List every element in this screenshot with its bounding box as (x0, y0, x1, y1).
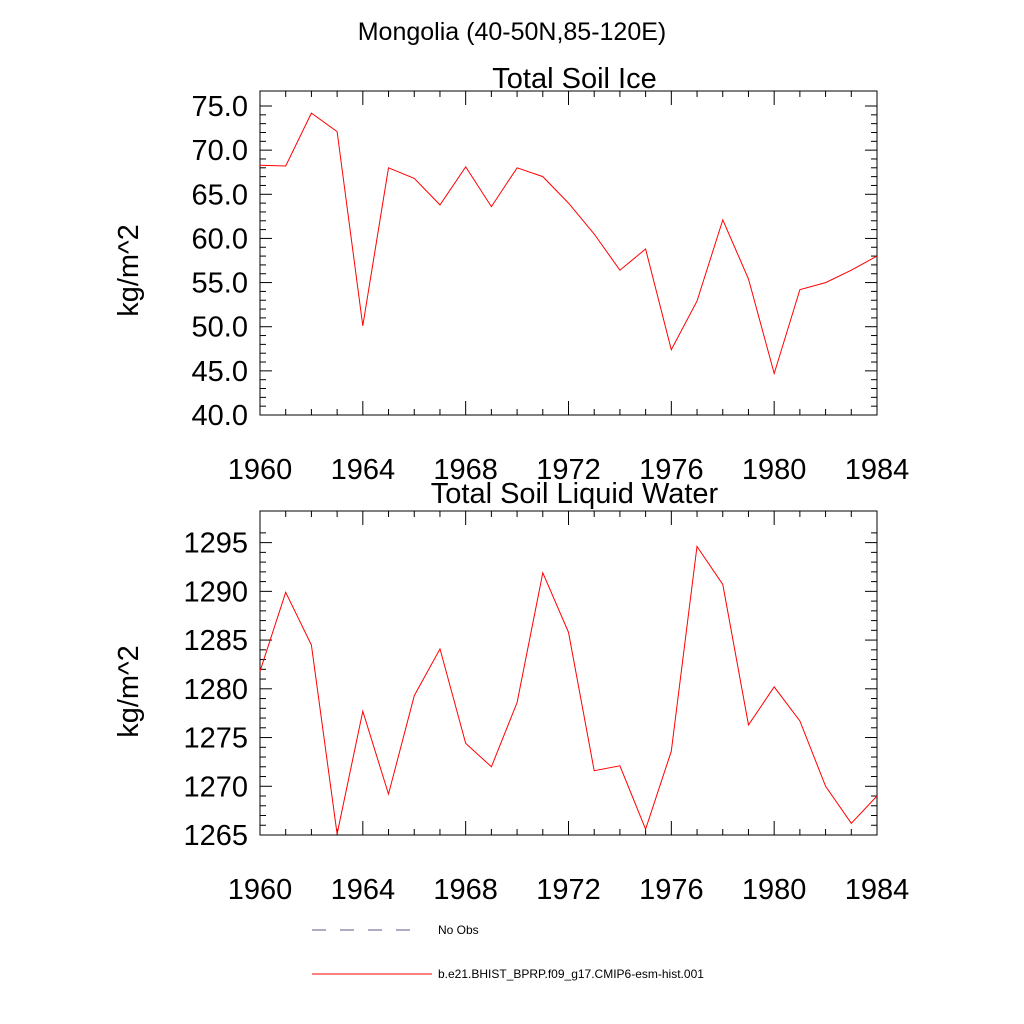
data-point (285, 592, 286, 593)
legend: No Obs b.e21.BHIST_BPRP.f09_g17.CMIP6-es… (312, 923, 704, 981)
data-point (259, 165, 260, 166)
data-point (799, 289, 800, 290)
data-point (696, 546, 697, 547)
x-tick-label: 1980 (742, 454, 807, 486)
data-point (285, 165, 286, 166)
data-point (722, 219, 723, 220)
data-point (542, 572, 543, 573)
data-point (748, 278, 749, 279)
x-tick-label: 1976 (639, 454, 704, 486)
data-point (876, 795, 877, 796)
data-point (311, 112, 312, 113)
data-point (825, 282, 826, 283)
y-tick-label: 1290 (183, 576, 248, 608)
legend-obs-label: No Obs (438, 923, 479, 937)
x-tick-label: 1960 (228, 454, 293, 486)
y-axis-label: kg/m^2 (113, 645, 145, 738)
data-point (594, 770, 595, 771)
y-tick-label: 1280 (183, 674, 248, 706)
y-tick-label: 1270 (183, 771, 248, 803)
x-tick-label: 1984 (845, 454, 910, 486)
x-tick-label: 1972 (536, 874, 601, 906)
data-point (851, 823, 852, 824)
data-point (465, 166, 466, 167)
data-point (799, 720, 800, 721)
y-tick-label: 1295 (183, 528, 248, 560)
x-tick-label: 1968 (433, 454, 498, 486)
data-point (388, 167, 389, 168)
data-point (645, 829, 646, 830)
data-point (594, 233, 595, 234)
data-point (568, 203, 569, 204)
data-point (722, 584, 723, 585)
series-line (259, 545, 878, 835)
data-point (542, 176, 543, 177)
data-point (465, 743, 466, 744)
y-tick-label: 65.0 (192, 179, 248, 211)
y-axis-label: kg/m^2 (113, 224, 145, 317)
legend-model-label: b.e21.BHIST_BPRP.f09_g17.CMIP6-esm-hist.… (438, 967, 704, 981)
data-point (774, 686, 775, 687)
data-point (671, 751, 672, 752)
data-point (491, 766, 492, 767)
series-line (259, 112, 878, 376)
x-tick-label: 1964 (331, 874, 396, 906)
y-tick-label: 40.0 (192, 400, 248, 432)
chart-title: Total Soil Liquid Water (431, 478, 719, 510)
plot-frame (259, 510, 878, 836)
y-tick-label: 55.0 (192, 268, 248, 300)
data-point (516, 167, 517, 168)
data-point (671, 349, 672, 350)
y-tick-label: 1275 (183, 723, 248, 755)
data-point (337, 833, 338, 834)
x-tick-label: 1972 (536, 454, 601, 486)
data-point (388, 793, 389, 794)
data-point (619, 765, 620, 766)
data-point (568, 632, 569, 633)
data-point (645, 248, 646, 249)
data-point (491, 206, 492, 207)
y-tick-label: 1285 (183, 625, 248, 657)
data-point (439, 648, 440, 649)
data-point (876, 255, 877, 256)
y-tick-label: 75.0 (192, 91, 248, 123)
data-point (337, 131, 338, 132)
x-tick-label: 1960 (228, 874, 293, 906)
data-point (825, 786, 826, 787)
y-tick-label: 70.0 (192, 135, 248, 167)
x-tick-label: 1964 (331, 454, 396, 486)
x-tick-label: 1984 (845, 874, 910, 906)
data-point (362, 711, 363, 712)
y-tick-label: 60.0 (192, 223, 248, 255)
data-point (362, 325, 363, 326)
data-point (259, 671, 260, 672)
data-point (774, 373, 775, 374)
x-tick-label: 1976 (639, 874, 704, 906)
y-tick-label: 45.0 (192, 356, 248, 388)
chart-title: Total Soil Ice (492, 63, 656, 95)
data-point (748, 724, 749, 725)
data-point (414, 695, 415, 696)
x-tick-label: 1968 (433, 874, 498, 906)
data-point (414, 178, 415, 179)
y-tick-label: 50.0 (192, 312, 248, 344)
data-point (696, 301, 697, 302)
data-point (311, 644, 312, 645)
figure-title: Mongolia (40-50N,85-120E) (358, 18, 667, 46)
data-point (619, 270, 620, 271)
panel-total-soil-ice: Total Soil Ice kg/m^2 40.0 45.0 50.0 55.0 60.0… (113, 63, 909, 486)
data-point (516, 702, 517, 703)
y-tick-label: 1265 (183, 820, 248, 852)
plot-frame (259, 90, 878, 416)
data-point (851, 270, 852, 271)
x-tick-label: 1980 (742, 874, 807, 906)
data-point (439, 204, 440, 205)
panel-total-soil-liquid-water: Total Soil Liquid Water kg/m^2 1265 1270 127… (113, 478, 909, 906)
